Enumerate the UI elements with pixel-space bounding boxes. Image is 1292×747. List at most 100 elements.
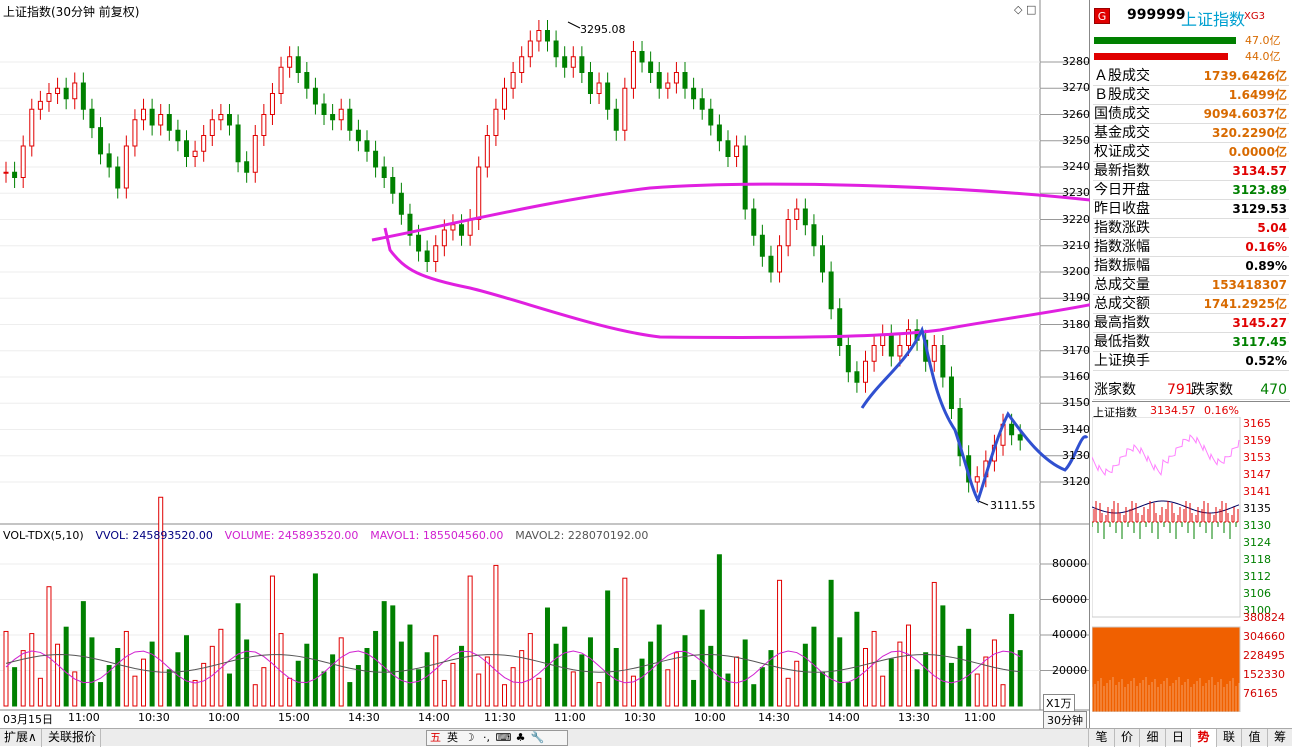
candle-body: [13, 172, 17, 177]
quote-row-label: 昨日收盘: [1094, 200, 1150, 219]
volume-bar: [752, 685, 756, 706]
volume-bar: [984, 657, 988, 706]
candle-body: [176, 130, 180, 141]
volume-bar: [468, 576, 472, 706]
volume-bar: [30, 634, 34, 706]
candlestick-series: [4, 20, 1022, 493]
quote-row-value: 3134.57: [1232, 162, 1287, 181]
candle-body: [623, 88, 627, 130]
candle-body: [356, 130, 360, 141]
volume-bar: [932, 582, 936, 706]
volume-bar: [597, 683, 601, 706]
candle-body: [73, 83, 77, 99]
ime-english-icon[interactable]: 英: [444, 731, 461, 745]
mini-price: 3134.57: [1150, 404, 1196, 417]
candle-body: [786, 220, 790, 246]
period-selector[interactable]: 30分钟: [1043, 711, 1087, 729]
ime-skin-icon[interactable]: ♣: [512, 731, 529, 745]
volume-bar: [64, 627, 68, 706]
candle-body: [666, 83, 670, 88]
quote-row-value: 9094.6037亿: [1204, 105, 1287, 124]
candle-body: [846, 346, 850, 372]
candle-body: [374, 151, 378, 167]
volume-bar: [829, 580, 833, 706]
candle-body: [305, 73, 309, 89]
candle-body: [1010, 424, 1014, 435]
candle-body: [142, 109, 146, 120]
view-tab[interactable]: 联: [1216, 729, 1242, 747]
ime-settings-icon[interactable]: 🔧: [529, 731, 546, 745]
candle-body: [760, 235, 764, 256]
candle-body: [597, 83, 601, 94]
candle-body: [494, 109, 498, 135]
vol-indicator-name[interactable]: VOL-TDX(5,10): [3, 529, 84, 542]
quote-row-label: 权证成交: [1094, 143, 1150, 162]
mini-price-tick: 3147: [1243, 468, 1271, 481]
candle-body: [674, 73, 678, 84]
volume-bar: [872, 631, 876, 706]
candle-body: [975, 477, 979, 482]
candle-body: [81, 83, 85, 109]
quote-row-value: 3145.27: [1232, 314, 1287, 333]
candle-body: [236, 125, 240, 162]
volume-bar: [674, 653, 678, 706]
expand-button[interactable]: 扩展∧: [0, 729, 42, 747]
view-tab[interactable]: 细: [1139, 729, 1165, 747]
view-tab[interactable]: 势: [1190, 729, 1216, 747]
quote-row-label: 最高指数: [1094, 314, 1150, 333]
inflow-bar: [1094, 37, 1236, 44]
candle-body: [864, 361, 868, 382]
candle-body: [391, 178, 395, 194]
volume-bar: [657, 625, 661, 706]
volume-bar: [889, 659, 893, 706]
volume-bar: [838, 638, 842, 706]
quote-row-label: 基金成交: [1094, 124, 1150, 143]
time-tick-label: 10:00: [208, 711, 240, 724]
view-tab[interactable]: 值: [1241, 729, 1267, 747]
price-chart-canvas[interactable]: [0, 0, 1090, 728]
ime-moon-icon[interactable]: ☽: [461, 731, 478, 745]
volume-bar: [116, 648, 120, 706]
volume-bar: [133, 676, 137, 706]
high-price-label: 3295.08: [580, 23, 626, 36]
mavol2-label: MAVOL2: 228070192.00: [515, 529, 648, 542]
quote-row-value: 3117.45: [1232, 333, 1287, 352]
candle-body: [262, 115, 266, 136]
volume-bar: [906, 625, 910, 706]
volume-bar: [554, 644, 558, 706]
ime-wubi-icon[interactable]: 五: [427, 731, 444, 745]
volume-bar: [571, 672, 575, 706]
volume-bar: [460, 646, 464, 706]
ime-toolbar[interactable]: 五英☽·,⌨♣🔧: [426, 730, 568, 746]
candle-body: [692, 88, 696, 99]
volume-bar: [778, 580, 782, 706]
view-tab[interactable]: 日: [1165, 729, 1191, 747]
volume-bar: [855, 612, 859, 706]
view-tab[interactable]: 价: [1114, 729, 1140, 747]
ime-keyboard-icon[interactable]: ⌨: [495, 731, 512, 745]
related-quote-button[interactable]: 关联报价: [44, 729, 101, 747]
volume-bar: [735, 657, 739, 706]
view-tab[interactable]: 筹: [1267, 729, 1292, 747]
price-tick-label: 3240: [1062, 160, 1090, 173]
ime-punct-icon[interactable]: ·,: [478, 731, 495, 745]
candle-body: [606, 83, 610, 109]
candle-body: [554, 41, 558, 57]
candle-body: [442, 230, 446, 246]
candle-body: [778, 246, 782, 272]
volume-bar: [614, 648, 618, 706]
volume-bar: [150, 642, 154, 706]
up-count-label: 涨家数: [1094, 381, 1136, 400]
time-tick-label: 13:30: [898, 711, 930, 724]
time-tick-label: 11:30: [484, 711, 516, 724]
volume-tick-label: 60000: [1052, 593, 1087, 606]
candle-body: [159, 115, 163, 126]
view-tab[interactable]: 笔: [1088, 729, 1114, 747]
time-tick-label: 11:00: [68, 711, 100, 724]
